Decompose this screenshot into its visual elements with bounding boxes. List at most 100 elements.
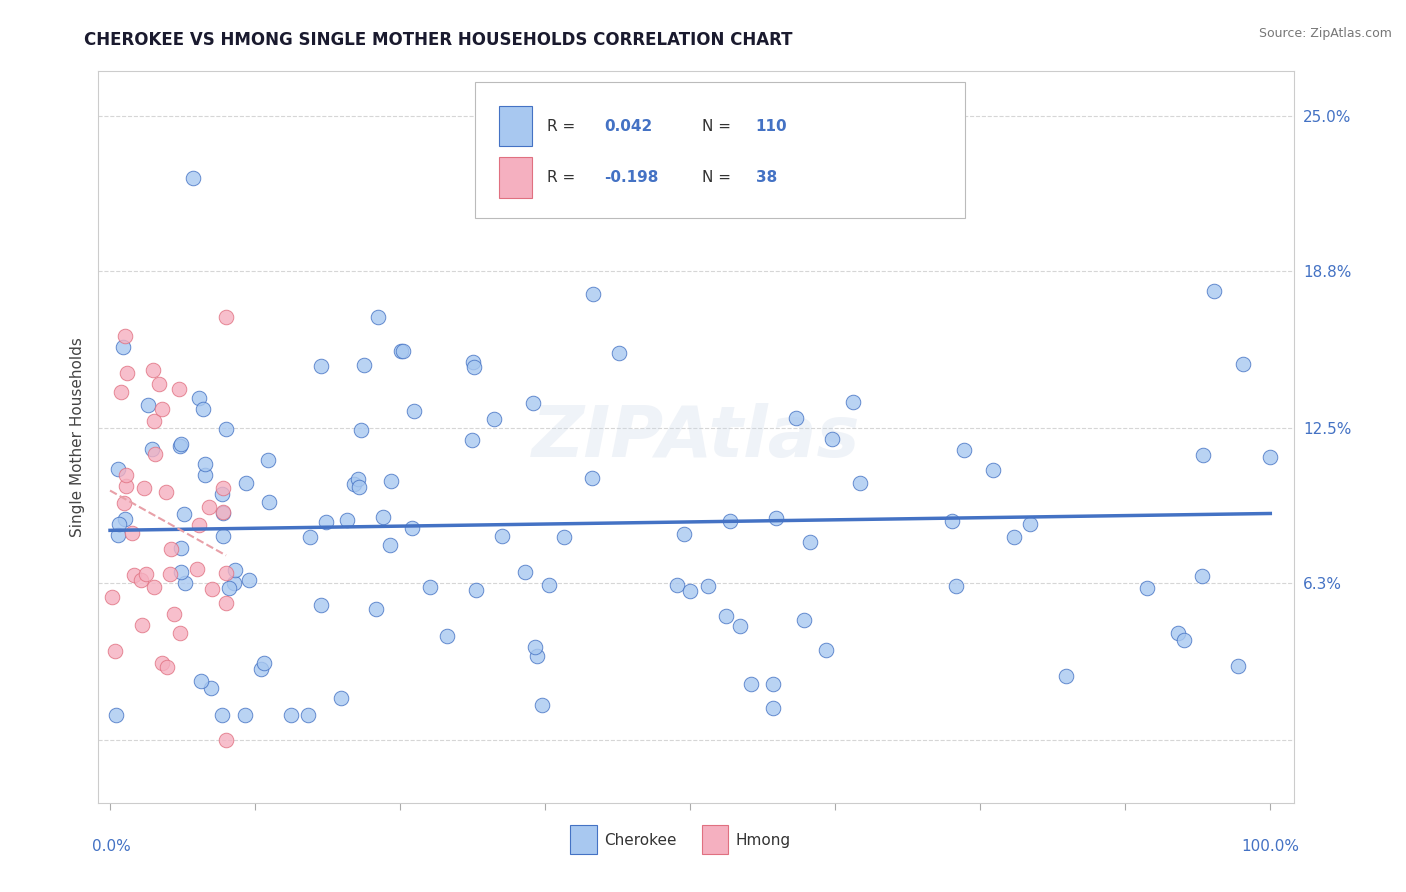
Point [143, 447, 166, 461]
Point [215, 422, 238, 436]
Point [941, 514, 963, 528]
Point [156, 660, 179, 674]
Point [309, 599, 332, 613]
Point [672, 526, 695, 541]
Point [159, 541, 181, 556]
Point [464, 582, 486, 597]
Point [799, 535, 821, 549]
Point [136, 398, 159, 412]
Point [173, 507, 195, 521]
Point [380, 538, 402, 552]
Point [150, 401, 173, 416]
Point [256, 452, 278, 467]
Point [159, 566, 181, 581]
Point [821, 433, 844, 447]
Point [170, 437, 193, 451]
Point [143, 580, 166, 594]
Point [815, 642, 838, 657]
Point [1173, 632, 1195, 647]
Point [697, 579, 720, 593]
Point [115, 366, 138, 380]
Point [522, 396, 544, 410]
Point [1191, 568, 1213, 582]
Point [215, 566, 238, 581]
Point [347, 472, 370, 486]
Point [1258, 450, 1281, 464]
Text: 0.042: 0.042 [605, 119, 652, 134]
Point [190, 674, 212, 689]
Point [1018, 516, 1040, 531]
Point [364, 602, 387, 616]
Point [218, 581, 240, 595]
Bar [499, 106, 533, 146]
Point [1002, 530, 1025, 544]
Point [329, 690, 352, 705]
Point [392, 343, 415, 358]
Point [186, 562, 208, 576]
Point [235, 475, 257, 490]
Point [1227, 658, 1250, 673]
Point [114, 467, 136, 482]
Bar [499, 157, 533, 197]
Point [280, 708, 302, 723]
Point [401, 521, 423, 535]
Point [253, 656, 276, 670]
Point [526, 648, 548, 663]
Point [537, 578, 560, 592]
Point [215, 596, 238, 610]
Point [169, 625, 191, 640]
Text: N =: N = [702, 169, 735, 185]
Point [181, 171, 204, 186]
Point [1136, 581, 1159, 595]
Point [404, 404, 426, 418]
Point [373, 509, 395, 524]
Point [461, 355, 484, 369]
Point [131, 617, 153, 632]
Point [530, 698, 553, 713]
Text: R =: R = [547, 169, 579, 185]
Point [1192, 448, 1215, 462]
Text: CHEROKEE VS HMONG SINGLE MOTHER HOUSEHOLDS CORRELATION CHART: CHEROKEE VS HMONG SINGLE MOTHER HOUSEHOL… [84, 31, 793, 49]
Point [718, 514, 741, 528]
Point [167, 382, 190, 396]
Point [100, 590, 122, 604]
Point [114, 479, 136, 493]
Point [194, 468, 217, 483]
Text: Hmong: Hmong [735, 833, 790, 848]
Point [200, 681, 222, 695]
Text: Cherokee: Cherokee [605, 833, 676, 848]
Point [187, 391, 209, 405]
Point [353, 358, 375, 372]
Text: 110: 110 [756, 119, 787, 134]
Point [491, 529, 513, 543]
Point [523, 640, 546, 655]
Point [343, 477, 366, 491]
Point [765, 511, 787, 525]
Text: 100.0%: 100.0% [1241, 839, 1299, 855]
Point [135, 567, 157, 582]
Point [211, 486, 233, 500]
Point [194, 457, 217, 471]
Point [436, 629, 458, 643]
Text: R =: R = [547, 119, 579, 134]
Point [257, 495, 280, 509]
Point [482, 411, 505, 425]
Point [367, 310, 389, 324]
Point [336, 513, 359, 527]
Point [380, 474, 402, 488]
Point [1167, 625, 1189, 640]
Point [169, 439, 191, 453]
Point [107, 517, 129, 532]
Point [350, 423, 373, 437]
Text: ZIPAtlas: ZIPAtlas [531, 402, 860, 472]
Point [215, 310, 238, 325]
Point [211, 708, 233, 723]
Point [728, 619, 751, 633]
Point [201, 582, 224, 596]
Point [347, 480, 370, 494]
Point [107, 462, 129, 476]
Point [191, 401, 214, 416]
Point [215, 733, 238, 747]
Point [461, 433, 484, 447]
Point [224, 575, 246, 590]
